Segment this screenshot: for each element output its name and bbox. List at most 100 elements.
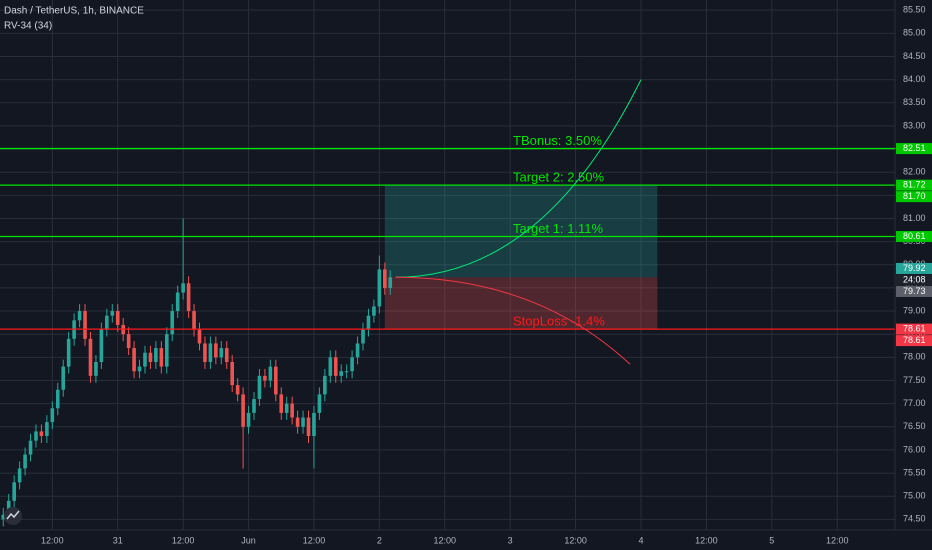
level-label: TBonus: 3.50% [513,133,602,148]
candle-body [50,408,55,423]
candle-body [115,311,120,325]
candle-body [66,338,71,367]
price-tag [896,335,932,347]
x-tick-label: Jun [241,535,256,545]
x-tick-label: 12:00 [564,535,587,545]
candle-body [355,343,360,358]
candle-body [192,311,196,330]
candle-body [143,352,147,367]
price-tag-label: 80.61 [903,231,926,241]
candle-body [279,394,284,413]
candle-body [148,352,153,362]
y-tick-label: 79.00 [903,305,926,315]
candle-body [214,343,218,358]
candle-body [23,454,27,469]
candle-body [159,348,164,367]
grid [0,0,895,530]
candle-body [328,357,333,376]
candle-body [301,417,305,427]
level-label: Target 1: 1.11% [513,221,604,236]
candle-body [6,500,11,515]
candle-body [99,329,104,362]
candle-body [164,334,169,367]
candle-body [34,431,38,441]
y-tick-label: 75.50 [903,467,926,477]
candle-body [361,329,365,344]
y-tick-label: 74.50 [903,514,926,524]
candle-body [366,315,371,330]
candle-body [1,514,6,520]
candle-body [88,338,93,376]
candle-body [17,468,22,483]
candle-body [252,399,256,413]
price-tag [896,231,932,243]
y-tick-label: 85.50 [903,5,926,15]
price-tag [896,262,932,274]
candle-body [317,394,322,413]
target-zone [384,185,658,278]
price-tag [896,143,932,155]
x-tick-label: 2 [377,535,382,545]
y-tick-label: 77.00 [903,398,926,408]
candle-body [39,431,44,437]
candle-body [377,269,382,307]
x-tick-label: 12:00 [695,535,718,545]
candle-body [94,361,98,376]
candle-body [372,306,376,316]
price-tag-label: 81.70 [903,191,926,201]
y-tick-label: 83.00 [903,120,926,130]
candle-body [333,357,338,376]
candle-body [55,389,60,409]
indicator-label: RV-34 (34) [4,21,52,32]
candle-body [197,329,202,344]
x-tick-label: 3 [508,535,513,545]
y-tick-label: 85.00 [903,28,926,38]
candle-body [28,440,33,455]
candle-body [154,348,158,362]
projection-curve [395,79,642,278]
price-tag-label: 78.61 [903,323,926,333]
stop-zone [384,277,658,330]
price-tag [896,191,932,203]
level-label: Target 2: 2.50% [513,170,604,185]
y-tick-label: 76.50 [903,421,926,431]
candle-body [224,348,229,362]
x-tick-label: 12:00 [303,535,326,545]
candle-body [312,412,316,437]
candle-body [344,371,349,373]
x-tick-label: 12:00 [172,535,195,545]
axes: 74.50 75.00 75.50 76.00 76.50 77.00 77.50 78.00… [41,5,932,545]
overlay: TBonus: 3.50% Target 2: 2.50% Target 1: 1.… [0,79,895,365]
candle-body [230,361,234,386]
candle-body [126,334,131,349]
candle-body [339,371,344,376]
candle-body [186,283,191,312]
candle-body [257,375,262,400]
price-tag-label: 79.73 [903,286,926,296]
price-tag [896,285,932,297]
candle-body [77,311,82,321]
candle-body [268,366,273,381]
x-tick-label: 12:00 [434,535,457,545]
candle-body [45,422,49,437]
y-tick-label: 76.00 [903,444,926,454]
candle-body [290,403,294,418]
candle-body [219,348,224,358]
price-tag-label: 24:08 [903,274,926,284]
x-tick-label: 4 [638,535,643,545]
price-tag-label: 79.92 [903,263,926,273]
price-tag-label: 78.61 [903,335,926,345]
candle-body [235,385,240,395]
candle-body [246,412,251,427]
candle-body [306,417,311,437]
chart-title: Dash / TetherUS, 1h, BINANCE [4,6,144,17]
candles [1,218,393,527]
y-tick-label: 78.00 [903,352,926,362]
candle-body [83,311,87,339]
candle-body [208,343,213,362]
candle-body [132,348,136,372]
x-tick-label: 12:00 [826,535,849,545]
